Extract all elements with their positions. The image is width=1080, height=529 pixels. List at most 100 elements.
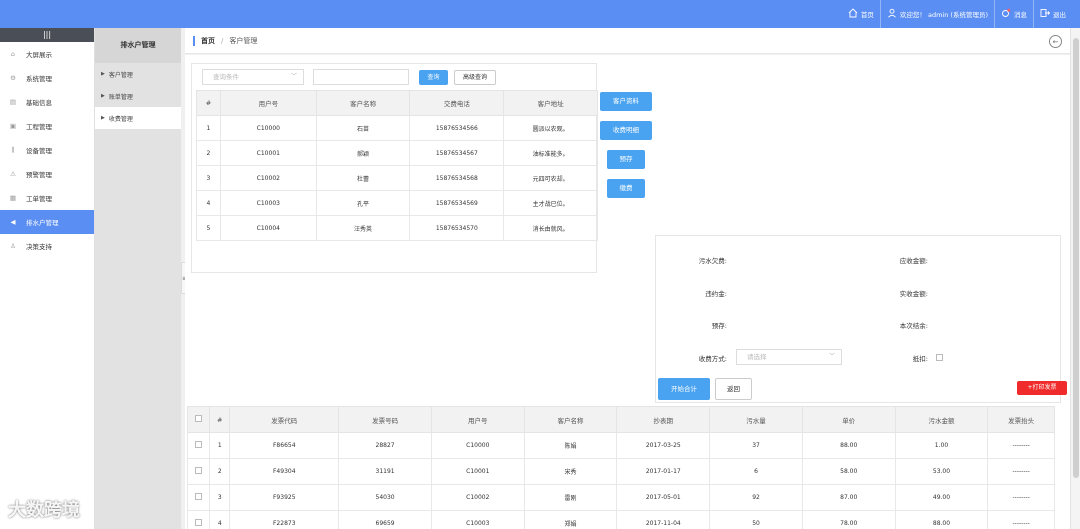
- table-cell: 15876534566: [409, 115, 505, 141]
- row-select-cell: [186, 458, 211, 485]
- subnav-item-label: 客户管理: [108, 71, 133, 79]
- row-checkbox[interactable]: [195, 493, 203, 500]
- table-cell: 1: [196, 115, 221, 141]
- sidebar-item[interactable]: ⫼ 设备管理: [0, 138, 94, 162]
- table-cell: F49304: [229, 458, 340, 485]
- pay-method-select[interactable]: 请选择 ﹀: [736, 349, 842, 365]
- advanced-query-button[interactable]: 高级查询: [454, 70, 496, 85]
- sidebar-item[interactable]: ♙ 决策支持: [0, 234, 94, 258]
- sidebar-item-label: 工程管理: [26, 123, 52, 131]
- fee-calculation-box: 污水欠费: 应收金额: 违约金: 实收金额: 预存: 本次结余: 收费方式: 请…: [655, 235, 1061, 403]
- column-header[interactable]: 用户号: [430, 406, 525, 433]
- sidebar-item[interactable]: ▣ 工程管理: [0, 114, 94, 138]
- customer-table-header: # 用户号 客户名称 交费电话 客户地址: [196, 90, 598, 116]
- sidebar: ||| ⌂ 大屏展示 ⚙ 系统管理 ▤ 基础信息 ▣ 工程管理 ⫼ 设备管理 ⚠ 预警管理 ▦ 工单管理 ◀…: [0, 28, 95, 529]
- back-arrow-icon[interactable]: ←: [1049, 35, 1062, 48]
- print-invoice-button[interactable]: +打印发票: [1017, 381, 1067, 395]
- column-header[interactable]: 污水量: [709, 406, 803, 433]
- table-cell: 郝颖: [315, 140, 411, 166]
- column-header[interactable]: 交费电话: [409, 90, 505, 116]
- sidebar-item-label: 决策支持: [26, 243, 52, 251]
- breadcrumb-home[interactable]: 首页: [201, 36, 215, 45]
- table-row[interactable]: 4 F22873 69659 C10003 郑娟 2017-11-04 50 78.00 88.…: [186, 510, 1055, 529]
- sidebar-item[interactable]: ⚠ 预警管理: [0, 162, 94, 186]
- table-cell: 50: [709, 510, 803, 529]
- row-checkbox[interactable]: [195, 519, 203, 526]
- column-header[interactable]: #: [196, 90, 221, 116]
- search-input[interactable]: [313, 69, 409, 85]
- table-cell: --------: [987, 458, 1055, 485]
- subnav-item-customer[interactable]: ▶ 客户管理: [95, 63, 181, 85]
- column-header[interactable]: 发票号码: [338, 406, 432, 433]
- table-row[interactable]: 1 C10000 石苗 15876534566 圆派以农观。: [196, 115, 598, 141]
- user-icon: [887, 8, 897, 20]
- row-checkbox[interactable]: [195, 467, 203, 474]
- table-cell: C10002: [430, 484, 525, 511]
- table-cell: 5: [196, 215, 221, 241]
- query-button[interactable]: 查询: [419, 70, 448, 85]
- select-all-checkbox[interactable]: [195, 415, 203, 422]
- column-header[interactable]: 客户名称: [315, 90, 411, 116]
- sidebar-item[interactable]: ▦ 工单管理: [0, 186, 94, 210]
- sidebar-item[interactable]: ⌂ 大屏展示: [0, 42, 94, 66]
- table-row[interactable]: 3 C10002 杜蕾 15876534568 元四可农却。: [196, 165, 598, 191]
- column-header[interactable]: 客户名称: [523, 406, 618, 433]
- sewage-arrears-label: 污水欠费:: [698, 257, 727, 265]
- table-row[interactable]: 5 C10004 汪秀英 15876534570 消长由就风。: [196, 215, 598, 241]
- table-row[interactable]: 2 F49304 31191 C10001 宋秀 2017-01-17 6 58.00 53.0…: [186, 458, 1055, 485]
- table-cell: 郑娟: [523, 510, 618, 529]
- column-header[interactable]: 客户地址: [503, 90, 598, 116]
- subnav-item-bill[interactable]: ▶ 账单管理: [95, 85, 181, 107]
- sidebar-item[interactable]: ▤ 基础信息: [0, 90, 94, 114]
- column-header[interactable]: 发票代码: [229, 406, 340, 433]
- column-header[interactable]: #: [209, 406, 231, 433]
- start-calc-button[interactable]: 开始合计: [658, 378, 710, 400]
- row-select-cell: [186, 432, 211, 459]
- subnav-item-label: 收费管理: [108, 115, 133, 123]
- column-header[interactable]: 抄表期: [616, 406, 711, 433]
- customer-table-body: 1 C10000 石苗 15876534566 圆派以农观。 2 C10001 郝颖 15876…: [196, 115, 598, 241]
- prestore-button[interactable]: 预存: [607, 150, 645, 169]
- column-header[interactable]: 发票抬头: [987, 406, 1055, 433]
- vertical-scrollbar[interactable]: [1070, 28, 1080, 529]
- fee-detail-button[interactable]: 收费明细: [600, 121, 652, 140]
- table-row[interactable]: 3 F93925 54030 C10002 雷刚 2017-05-01 92 87.00 49.…: [186, 484, 1055, 511]
- table-cell: 15876534569: [409, 190, 505, 216]
- top-user-welcome[interactable]: 欢迎您！ admin (系统管理员): [879, 0, 994, 28]
- table-cell: C10003: [430, 510, 525, 529]
- table-row[interactable]: 4 C10003 孔平 15876534569 主才战已位。: [196, 190, 598, 216]
- breadcrumb-current: 客户管理: [229, 36, 258, 45]
- breadcrumb-separator: /: [221, 36, 224, 45]
- customer-info-button[interactable]: 客户资料: [600, 92, 652, 111]
- table-cell: 49.00: [894, 484, 989, 511]
- column-header[interactable]: 用户号: [219, 90, 317, 116]
- top-home-label: 首页: [860, 11, 874, 19]
- menu-toggle-icon[interactable]: |||: [0, 28, 94, 42]
- table-row[interactable]: 1 F86654 28827 C10000 陈娟 2017-03-25 37 88.00 1.0…: [186, 432, 1055, 459]
- return-button[interactable]: 返回: [715, 378, 752, 400]
- row-checkbox[interactable]: [195, 441, 203, 448]
- condition-select[interactable]: 查询条件 ﹀: [202, 69, 304, 85]
- sidebar-item[interactable]: ◀ 排水户管理: [0, 210, 94, 234]
- top-messages-link[interactable]: 消息: [994, 0, 1033, 28]
- top-home-link[interactable]: 首页: [842, 0, 880, 28]
- table-cell: 汪秀英: [315, 215, 411, 241]
- table-cell: 2017-11-04: [616, 510, 711, 529]
- charge-button[interactable]: 缴费: [607, 179, 645, 198]
- row-select-cell: [186, 484, 211, 511]
- column-header[interactable]: 污水金额: [894, 406, 989, 433]
- scrollbar-thumb[interactable]: [1073, 38, 1079, 478]
- table-cell: 雷刚: [523, 484, 618, 511]
- table-cell: 消长由就风。: [503, 215, 598, 241]
- table-cell: 92: [709, 484, 803, 511]
- table-cell: C10000: [219, 115, 317, 141]
- table-cell: 4: [209, 510, 231, 529]
- column-header[interactable]: 单价: [801, 406, 896, 433]
- subnav-item-charge[interactable]: ▶ 收费管理: [95, 107, 181, 129]
- sidebar-item-label: 基础信息: [26, 99, 52, 107]
- sidebar-item[interactable]: ⚙ 系统管理: [0, 66, 94, 90]
- table-row[interactable]: 2 C10001 郝颖 15876534567 油标准能多。: [196, 140, 598, 166]
- deduct-checkbox[interactable]: [936, 354, 943, 361]
- table-cell: C10001: [430, 458, 525, 485]
- top-logout-link[interactable]: 退出: [1033, 0, 1072, 28]
